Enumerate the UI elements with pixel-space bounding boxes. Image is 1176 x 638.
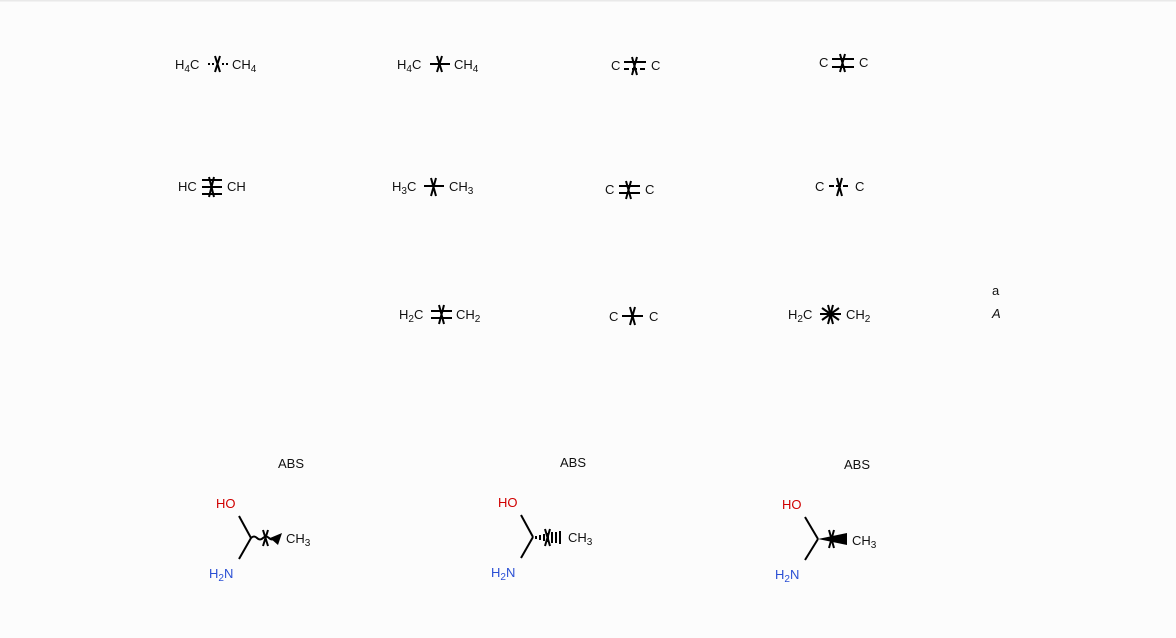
dashed-bond-crossed (829, 177, 850, 197)
molecule-m10: C C (609, 306, 658, 326)
hashed-wedge-bond (535, 528, 561, 547)
double-bond-crossed (832, 53, 854, 73)
ch3-label: CH3 (286, 531, 311, 549)
molecule-m5: HC CH (178, 176, 246, 198)
svg-text:C: C (605, 182, 614, 197)
svg-text:C: C (859, 55, 868, 70)
abs-label: ABS (844, 457, 870, 472)
double-bond-crossed (619, 180, 640, 200)
nh2-label: H2N (209, 566, 233, 584)
triple-bond-crossed (202, 176, 222, 198)
svg-text:CH3: CH3 (449, 179, 474, 197)
svg-text:C: C (649, 309, 658, 324)
svg-text:C: C (651, 58, 660, 73)
molecule-m4: C C (819, 53, 868, 73)
svg-text:CH: CH (227, 179, 246, 194)
nh2-label: H2N (491, 565, 515, 583)
wavy-wedge-bond (250, 529, 276, 547)
double-bond-crossed (431, 304, 452, 325)
svg-text:C: C (855, 179, 864, 194)
molecule-m6: H3C CH3 (392, 177, 474, 197)
stereo-molecule-s1: ABS HO H2N CH3 (209, 456, 311, 584)
molecule-m9: H2C CH2 (399, 304, 481, 325)
dotted-bond-crossed (208, 55, 228, 73)
single-bond-crossed (430, 55, 450, 73)
ch3-label: CH3 (852, 533, 877, 551)
molecule-m2: H4C CH4 (397, 55, 479, 75)
nh2-label: H2N (775, 567, 799, 585)
star-bond-crossed (820, 304, 841, 325)
svg-text:C: C (819, 55, 828, 70)
stereo-molecule-s3: ABS HO H2N CH3 (775, 457, 877, 585)
svg-text:CH2: CH2 (846, 307, 871, 325)
molecule-m7: C C (605, 180, 654, 200)
top-border (0, 0, 1176, 2)
svg-text:C: C (815, 179, 824, 194)
svg-text:C: C (645, 182, 654, 197)
svg-text:C: C (611, 58, 620, 73)
double-bond-crossed (624, 56, 646, 76)
svg-text:CH4: CH4 (232, 57, 257, 75)
svg-text:H4C: H4C (397, 57, 421, 75)
ho-label: HO (782, 497, 802, 512)
legend-line-A: A (991, 306, 1001, 321)
single-bond-crossed (622, 306, 643, 326)
svg-text:H3C: H3C (392, 179, 416, 197)
ho-label: HO (216, 496, 236, 511)
legend: a A (991, 283, 1001, 321)
molecule-m11: H2C CH2 (788, 304, 871, 325)
svg-text:H2C: H2C (788, 307, 812, 325)
svg-text:H2C: H2C (399, 307, 423, 325)
svg-text:HC: HC (178, 179, 197, 194)
legend-line-a: a (992, 283, 1000, 298)
svg-text:CH4: CH4 (454, 57, 479, 75)
svg-text:CH2: CH2 (456, 307, 481, 325)
molecule-m3: C C (611, 56, 660, 76)
single-bond-crossed (424, 177, 444, 197)
abs-label: ABS (278, 456, 304, 471)
abs-label: ABS (560, 455, 586, 470)
molecule-m1: H4C CH4 (175, 55, 257, 75)
stereo-molecule-s2: ABS HO H2N CH3 (491, 455, 593, 583)
svg-text:H4C: H4C (175, 57, 199, 75)
svg-text:C: C (609, 309, 618, 324)
ho-label: HO (498, 495, 518, 510)
ch3-label: CH3 (568, 530, 593, 548)
molecule-m8: C C (815, 177, 864, 197)
